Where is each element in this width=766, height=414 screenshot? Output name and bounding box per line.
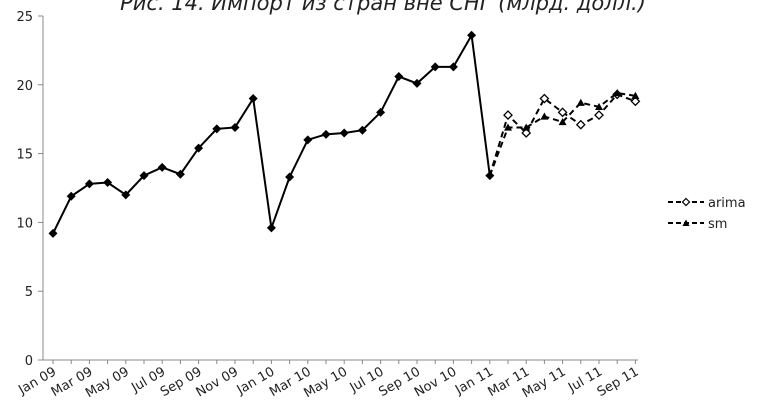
legend-sm-marker: [682, 219, 690, 226]
history-point: [430, 62, 440, 72]
history-point: [139, 171, 149, 181]
series-markers: [48, 30, 641, 238]
y-tick-label: 0: [25, 354, 33, 369]
chart-title: Рис. 14. Импорт из стран вне СНГ (млрд. …: [120, 0, 646, 15]
history-point: [157, 162, 167, 172]
legend: arima sm: [668, 196, 746, 232]
sm-point: [504, 123, 512, 131]
arima-point: [539, 93, 550, 104]
history-point: [175, 169, 185, 179]
history-point: [121, 190, 131, 200]
history-point: [48, 228, 58, 238]
sm-point: [558, 117, 567, 126]
history-point: [357, 125, 367, 135]
sm-point: [595, 102, 603, 111]
history-point: [248, 94, 258, 104]
history-point: [467, 30, 477, 40]
y-axis-ticks: 0 5 10 15 20 25: [16, 10, 43, 369]
history-point: [212, 124, 222, 134]
axes: [42, 16, 638, 361]
x-tick-label: Nov 09: [194, 364, 241, 400]
sm-point: [613, 89, 622, 97]
x-tick-label: Sep 11: [595, 364, 642, 400]
y-tick-label: 25: [16, 10, 33, 25]
history-point: [66, 191, 76, 201]
legend-sm-label: sm: [708, 217, 727, 232]
legend-arima-label: arima: [708, 196, 746, 211]
sm-point: [576, 98, 585, 106]
sm-point: [540, 112, 549, 120]
history-point: [303, 135, 313, 145]
arima-point: [557, 107, 568, 118]
sm-point: [631, 91, 640, 100]
history-point: [103, 177, 113, 187]
history-point: [485, 171, 495, 181]
sm-point: [522, 123, 531, 131]
y-tick-label: 15: [16, 148, 33, 163]
y-tick-label: 20: [16, 79, 33, 94]
history-point: [266, 223, 276, 233]
sm-line: [488, 92, 636, 176]
arima-point: [503, 110, 513, 120]
history-point: [84, 179, 94, 189]
arima-point: [521, 128, 532, 138]
history-point: [285, 172, 295, 182]
arima-line: [488, 93, 636, 176]
history-point: [412, 78, 422, 88]
history-point: [230, 122, 240, 132]
history-point: [339, 128, 349, 138]
x-tick-label: Nov 10: [412, 364, 459, 400]
y-tick-label: 10: [16, 216, 33, 231]
history-point: [376, 107, 386, 117]
legend-arima-marker: [681, 197, 691, 207]
history-point: [321, 129, 331, 139]
y-tick-label: 5: [25, 285, 33, 300]
arima-point: [594, 110, 604, 120]
history-point: [394, 72, 404, 82]
arima-point: [630, 96, 641, 107]
history-line: [52, 32, 491, 234]
history-point: [448, 62, 458, 72]
history-point: [194, 143, 204, 153]
arima-point: [575, 119, 586, 130]
